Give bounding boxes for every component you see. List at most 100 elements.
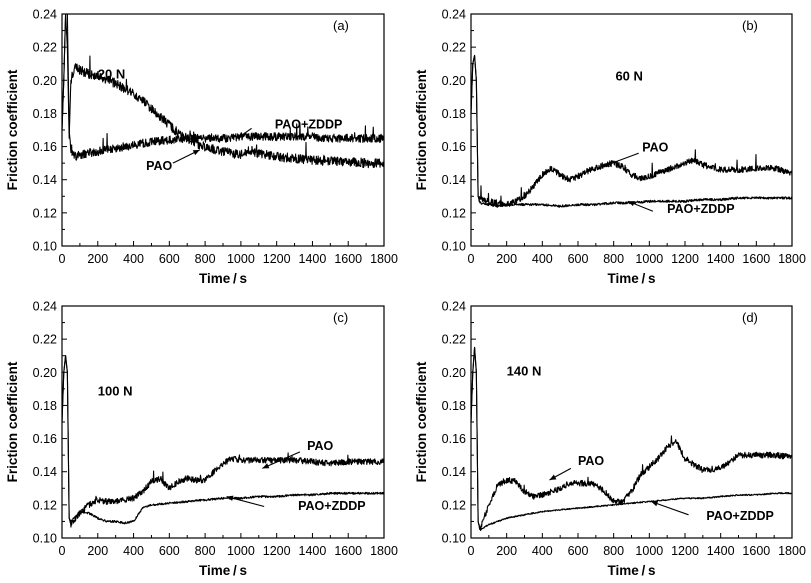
- arrowhead: [602, 161, 610, 167]
- series-annotation: PAO+ZDDP: [298, 499, 366, 513]
- y-tick-label: 0.22: [33, 333, 57, 347]
- x-tick-label: 800: [603, 544, 624, 558]
- panel-label: (a): [333, 18, 349, 33]
- chart-panel-4: 0 200 400 600 800 1000 1200 1400 1600 1800 0.10 0.1…: [414, 300, 806, 579]
- x-tick-label: 1000: [635, 252, 663, 266]
- x-tick-label: 1800: [778, 252, 806, 266]
- x-tick-label: 1000: [635, 544, 663, 558]
- arrowhead: [651, 501, 659, 507]
- x-tick-label: 1600: [334, 544, 362, 558]
- x-tick-label: 400: [532, 252, 553, 266]
- arrowhead: [192, 149, 200, 156]
- arrowhead: [237, 132, 245, 139]
- load-annotation: 140 N: [507, 364, 542, 379]
- x-tick-label: 200: [87, 544, 108, 558]
- annotation-arrow: [226, 496, 265, 508]
- x-tick-label: 600: [159, 544, 180, 558]
- panel-label: (c): [333, 310, 348, 325]
- series-line-pao: [61, 355, 385, 528]
- series-line-pao: [61, 13, 385, 169]
- y-tick-label: 0.16: [33, 140, 57, 154]
- x-tick-label: 200: [87, 252, 108, 266]
- y-tick-label: 0.24: [33, 8, 57, 22]
- x-tick-label: 1600: [334, 252, 362, 266]
- y-tick-label: 0.10: [33, 240, 57, 254]
- x-tick-label: 400: [123, 252, 144, 266]
- y-tick-label: 0.12: [33, 498, 57, 512]
- series-line-pao: [470, 54, 793, 208]
- x-tick-label: 600: [568, 544, 589, 558]
- x-tick-label: 1200: [671, 252, 699, 266]
- plot-frame: [470, 13, 793, 247]
- x-tick-label: 1400: [299, 544, 327, 558]
- arrowhead: [627, 201, 635, 207]
- y-tick-label: 0.10: [442, 532, 466, 546]
- panel-label: (b): [742, 18, 758, 33]
- x-tick-label: 1200: [671, 544, 699, 558]
- y-tick-label: 0.20: [33, 366, 57, 380]
- y-tick-label: 0.14: [33, 173, 57, 187]
- x-tick-label: 800: [195, 544, 216, 558]
- load-annotation: 20 N: [98, 67, 125, 82]
- series-annotation: PAO: [307, 439, 333, 453]
- annotation-arrow: [262, 451, 301, 469]
- x-tick-label: 0: [59, 252, 66, 266]
- x-tick-label: 1000: [227, 544, 255, 558]
- y-tick-label: 0.14: [33, 465, 57, 479]
- series-annotation: PAO+ZDDP: [275, 117, 343, 131]
- y-tick-label: 0.18: [442, 399, 466, 413]
- annotation-arrow: [650, 501, 689, 516]
- x-tick-label: 1400: [299, 252, 327, 266]
- y-tick-label: 0.18: [33, 107, 57, 121]
- arrowhead: [262, 463, 270, 469]
- chart-panel-1: 0 200 400 600 800 1000 1200 1400 1600 1800 0.10 0.1…: [5, 8, 398, 287]
- x-tick-label: 1400: [707, 252, 735, 266]
- y-tick-label: 0.10: [442, 240, 466, 254]
- arrowhead: [226, 495, 234, 501]
- series-annotation: PAO+ZDDP: [706, 509, 774, 523]
- x-tick-label: 400: [123, 544, 144, 558]
- x-tick-label: 600: [159, 252, 180, 266]
- series-annotation: PAO+ZDDP: [667, 202, 735, 216]
- x-tick-label: 600: [568, 252, 589, 266]
- panel-label: (d): [742, 310, 758, 325]
- x-axis-title: Time / s: [608, 563, 656, 578]
- y-tick-label: 0.24: [442, 8, 466, 22]
- chart-panel-3: 0 200 400 600 800 1000 1200 1400 1600 1800 0.10 0.1…: [5, 300, 398, 579]
- y-tick-label: 0.12: [442, 206, 466, 220]
- y-tick-label: 0.18: [442, 107, 466, 121]
- x-tick-label: 0: [59, 544, 66, 558]
- x-tick-label: 1200: [263, 544, 291, 558]
- x-axis-title: Time / s: [199, 563, 247, 578]
- y-tick-label: 0.18: [33, 399, 57, 413]
- x-tick-label: 200: [496, 252, 517, 266]
- x-tick-label: 1600: [742, 252, 770, 266]
- y-tick-label: 0.12: [442, 498, 466, 512]
- x-tick-label: 1800: [778, 544, 806, 558]
- series-annotation: PAO: [642, 141, 668, 155]
- y-tick-label: 0.16: [33, 432, 57, 446]
- x-tick-label: 400: [532, 544, 553, 558]
- x-tick-label: 1800: [370, 544, 398, 558]
- y-tick-label: 0.20: [442, 74, 466, 88]
- series-annotation: PAO: [146, 159, 172, 173]
- y-tick-label: 0.22: [442, 41, 466, 55]
- series-annotation: PAO: [578, 454, 604, 468]
- y-axis-title: Friction coefficient: [414, 361, 429, 482]
- load-annotation: 100 N: [98, 383, 133, 398]
- x-tick-label: 800: [195, 252, 216, 266]
- y-tick-label: 0.16: [442, 432, 466, 446]
- x-axis-title: Time / s: [199, 271, 247, 286]
- series-line-pao-zddp: [470, 346, 793, 530]
- x-tick-label: 0: [468, 252, 475, 266]
- x-tick-label: 1400: [707, 544, 735, 558]
- x-tick-label: 1800: [370, 252, 398, 266]
- x-tick-label: 1600: [742, 544, 770, 558]
- series-line-pao-zddp: [61, 355, 385, 525]
- y-tick-label: 0.12: [33, 206, 57, 220]
- y-tick-label: 0.14: [442, 173, 466, 187]
- x-tick-label: 1200: [263, 252, 291, 266]
- series-line-pao: [470, 346, 793, 532]
- x-axis-title: Time / s: [608, 271, 656, 286]
